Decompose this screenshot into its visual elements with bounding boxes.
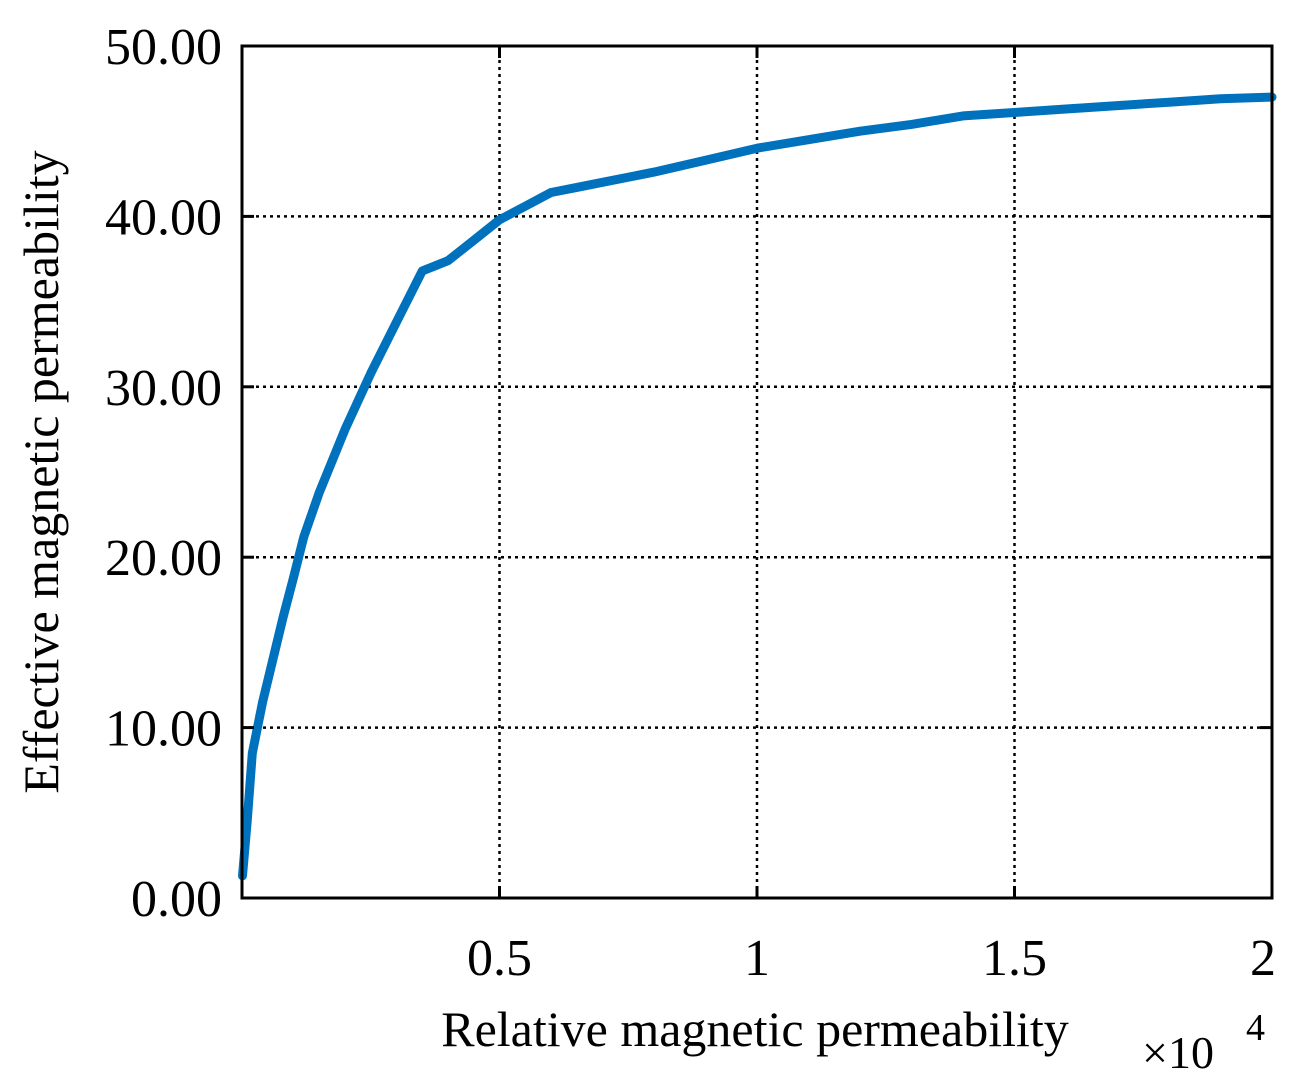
y-tick-label: 40.00 — [105, 189, 222, 246]
y-tick-labels: 0.00 10.00 20.00 30.00 40.00 50.00 — [105, 19, 222, 928]
x-tick-label: 1.5 — [982, 930, 1047, 987]
x-axis-multiplier: ×10 — [1142, 1027, 1214, 1078]
x-axis-title: Relative magnetic permeability — [441, 1001, 1069, 1057]
x-tick-label: 1 — [744, 930, 770, 987]
x-tick-label: 2 — [1250, 930, 1276, 987]
y-axis-title: Effective magnetic permeability — [13, 150, 69, 793]
x-tick-label: 0.5 — [467, 930, 532, 987]
x-tick-labels: 0.5 1 1.5 2 — [467, 930, 1276, 987]
y-tick-label: 20.00 — [105, 530, 222, 587]
series-layer — [238, 92, 1277, 881]
y-tick-label: 10.00 — [105, 701, 222, 758]
x-axis-multiplier-exponent: 4 — [1246, 1007, 1265, 1049]
y-tick-label: 50.00 — [105, 19, 222, 76]
ticks — [242, 44, 1274, 900]
y-tick-label: 0.00 — [131, 871, 222, 928]
grid — [242, 46, 1272, 898]
y-tick-label: 30.00 — [105, 360, 222, 417]
series-line — [238, 92, 1277, 881]
